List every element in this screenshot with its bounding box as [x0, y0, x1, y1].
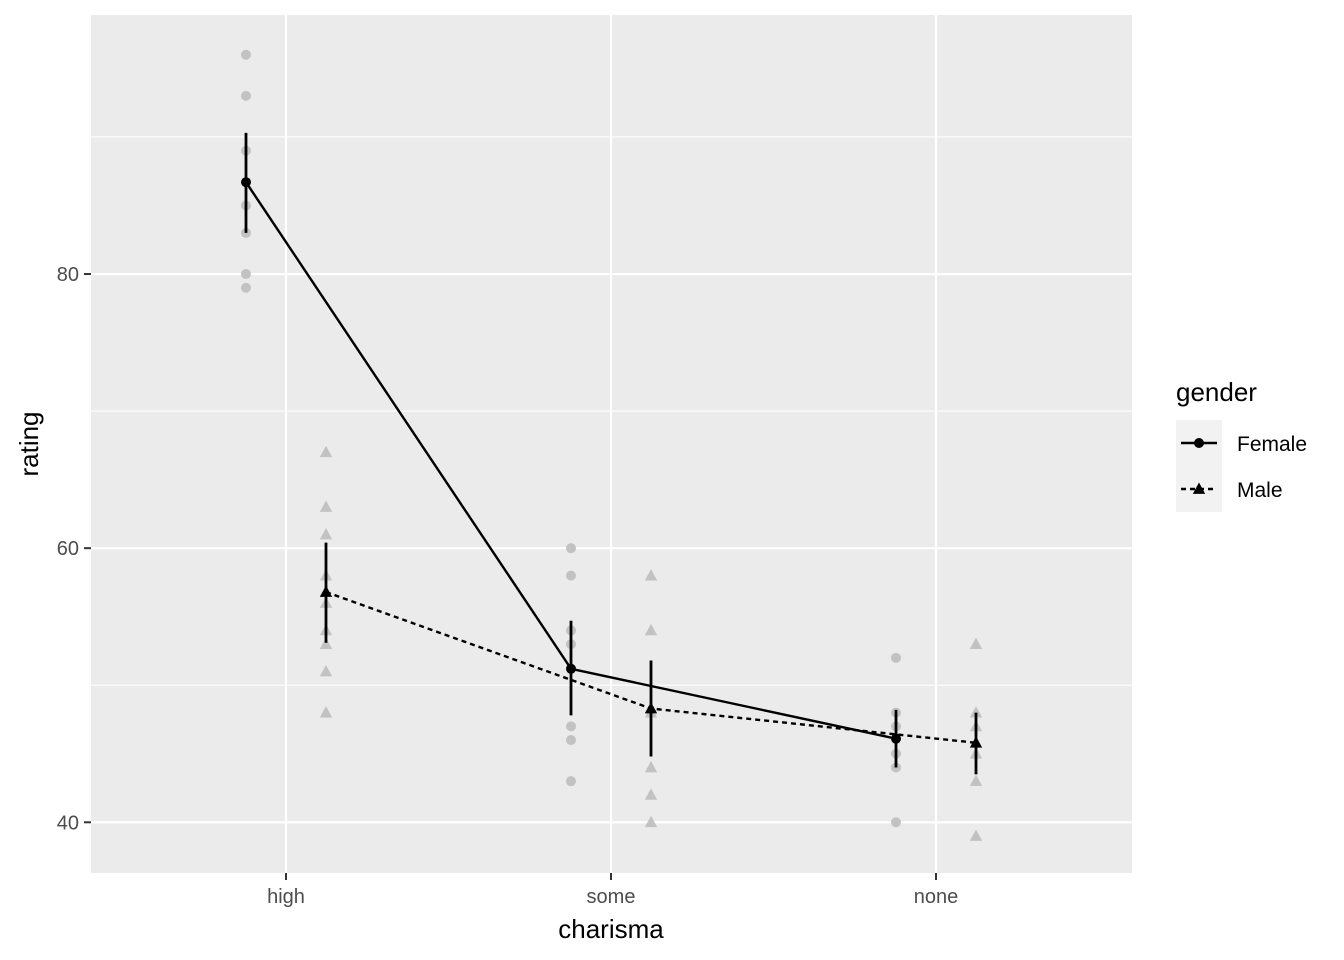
mean-point-male: [644, 702, 658, 714]
raw-point-male: [319, 637, 333, 649]
legend-key-bg: [1176, 420, 1222, 512]
legend-key-marker-male: [1192, 482, 1206, 494]
raw-point-female: [891, 817, 901, 828]
x-tick-label: none: [914, 886, 959, 908]
mean-points: [241, 177, 983, 748]
raw-point-female: [241, 269, 251, 280]
raw-point-male: [969, 637, 983, 649]
raw-point-female: [566, 776, 576, 787]
axes: 40 60 80 high some none: [57, 264, 959, 908]
mean-point-female: [891, 733, 901, 744]
raw-point-male: [319, 706, 333, 718]
y-tick-label: 60: [57, 538, 79, 560]
raw-point-male: [319, 665, 333, 677]
mean-point-male: [319, 585, 333, 597]
raw-point-male: [644, 815, 658, 828]
x-tick-label: some: [587, 886, 636, 908]
raw-point-female: [241, 90, 251, 101]
raw-point-male: [644, 569, 658, 581]
raw-point-female: [891, 652, 901, 663]
raw-point-male: [644, 788, 658, 800]
raw-point-male: [319, 527, 333, 540]
raw-point-female: [566, 721, 576, 732]
y-tick-label: 40: [57, 812, 79, 834]
raw-point-female: [241, 49, 251, 60]
legend-label-male: Male: [1237, 479, 1283, 502]
raw-point-female: [566, 735, 576, 746]
mean-point-female: [241, 177, 251, 188]
legend-title: gender: [1176, 377, 1257, 407]
y-axis-title: rating: [14, 411, 44, 476]
x-tick-label: high: [267, 886, 305, 908]
x-axis-title: charisma: [558, 914, 664, 944]
raw-point-male: [969, 829, 983, 841]
raw-point-male: [644, 623, 658, 636]
raw-point-male: [644, 760, 658, 773]
raw-point-male: [969, 774, 983, 787]
mean-point-female: [566, 663, 576, 674]
grid-lines: [91, 15, 1132, 873]
raw-point-male: [319, 500, 333, 512]
legend-label-female: Female: [1237, 433, 1307, 456]
raw-point-female: [566, 543, 576, 554]
raw-point-female: [566, 570, 576, 581]
raw-point-female: [241, 282, 251, 293]
raw-point-male: [969, 706, 983, 718]
mean-point-male: [969, 736, 983, 748]
raw-point-male: [319, 445, 333, 458]
y-tick-label: 80: [57, 264, 79, 286]
legend-key-marker-female: [1194, 438, 1204, 448]
legend: gender Female Male: [1176, 377, 1307, 512]
